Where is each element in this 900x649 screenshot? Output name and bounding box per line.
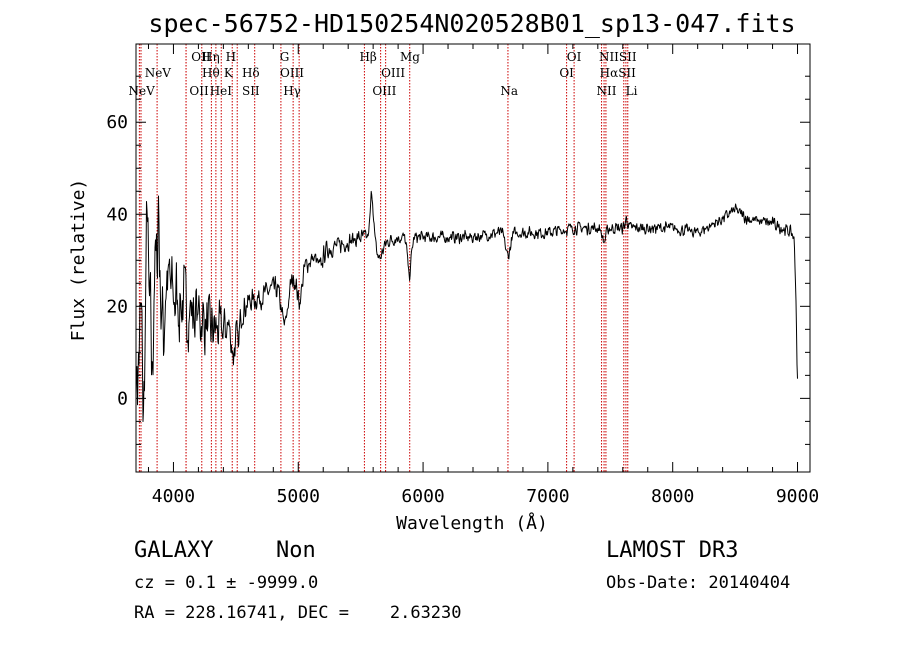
marker-label-19: OI [567,50,582,64]
marker-label-24: Li [626,84,638,98]
marker-label-9: HeI [210,84,233,98]
marker-label-5: Hθ [202,66,220,80]
object-class-label: GALAXY [134,538,214,563]
x-tick-label-0: 4000 [152,486,195,507]
y-tick-label-1: 20 [106,296,128,317]
marker-label-2: OII [191,50,211,64]
x-tick-labels: 4000 5000 6000 7000 8000 9000 [152,486,819,507]
marker-label-8: OII [189,84,209,98]
axis-ticks [136,44,810,472]
survey-label: LAMOST DR3 [606,538,739,563]
redshift-text: cz = 0.1 ± -9999.0 [134,573,319,593]
y-axis-label: Flux (relative) [68,179,89,342]
y-tick-labels: 0 20 40 60 [106,112,128,409]
marker-label-0: NeV [128,84,155,98]
x-tick-label-1: 5000 [277,486,320,507]
x-tick-label-2: 6000 [401,486,444,507]
marker-label-11: G [280,50,290,64]
marker-label-7: Hδ [242,66,260,80]
marker-label-14: Hβ [359,50,376,64]
marker-label-13: Hγ [283,84,301,98]
y-tick-label-0: 0 [117,388,128,409]
marker-label-21: NIISII [599,50,637,64]
marker-label-16: OIII [372,84,396,98]
line-markers [138,44,629,472]
marker-label-15: OIII [381,66,405,80]
x-tick-label-4: 8000 [651,486,694,507]
object-subclass-label: Non [276,538,316,563]
marker-label-1: NeV [145,66,172,80]
spectrum-chart: spec-56752-HD150254N020528B01_sp13-047.f… [68,9,819,534]
marker-label-20: OI [559,66,574,80]
chart-title: spec-56752-HD150254N020528B01_sp13-047.f… [148,9,795,38]
marker-label-18: Na [500,84,518,98]
marker-label-3: Hη [202,50,220,64]
coordinates-text: RA = 228.16741, DEC = 2.63230 [134,603,462,623]
marker-label-23: NII [597,84,617,98]
marker-label-4: H [226,50,236,64]
spectrum-line [135,190,798,422]
x-tick-label-5: 9000 [776,486,819,507]
obs-date-text: Obs-Date: 20140404 [606,573,791,593]
marker-label-12: OIII [280,66,304,80]
y-tick-label-2: 40 [106,204,128,225]
marker-label-17: Mg [400,50,420,64]
x-axis-label: Wavelength (Å) [396,512,548,534]
marker-label-6: K [224,66,234,80]
marker-label-10: SII [242,84,260,98]
x-tick-label-3: 7000 [526,486,569,507]
marker-label-22: HαSII [600,66,637,80]
y-tick-label-3: 60 [106,112,128,133]
